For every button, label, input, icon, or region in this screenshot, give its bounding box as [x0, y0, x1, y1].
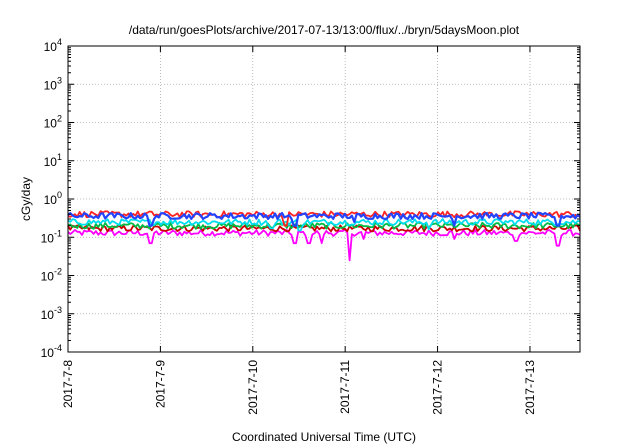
- series-line-2: [67, 224, 581, 233]
- y-tick-label: 100: [44, 190, 62, 207]
- x-tick-label: 2017-7-12: [431, 360, 445, 415]
- x-tick-label: 2017-7-13: [523, 360, 537, 415]
- grid: [68, 46, 580, 352]
- x-axis: 2017-7-8 2017-7-9 2017-7-10 2017-7-11 2017-7…: [61, 46, 537, 415]
- y-tick-exponent: 1: [57, 152, 62, 162]
- x-tick-label: 2017-7-10: [246, 360, 260, 415]
- y-tick-exponent: -3: [54, 305, 62, 315]
- y-tick-label: 10-3: [41, 305, 62, 322]
- x-tick-label: 2017-7-8: [61, 360, 75, 408]
- x-axis-label: Coordinated Universal Time (UTC): [232, 430, 416, 444]
- y-tick-label: 103: [44, 75, 62, 92]
- x-tick-label: 2017-7-9: [153, 360, 167, 408]
- series-line-6: [67, 211, 581, 227]
- y-tick-label: 10-2: [41, 267, 62, 284]
- y-axis-label: cGy/day: [19, 177, 33, 221]
- chart-title: /data/run/goesPlots/archive/2017-07-13/1…: [129, 23, 520, 37]
- series-group: [67, 210, 581, 262]
- y-tick-exponent: -2: [54, 267, 62, 277]
- y-tick-label: 101: [44, 152, 62, 169]
- y-tick-label: 104: [44, 37, 62, 54]
- y-tick-exponent: 4: [57, 37, 62, 47]
- y-tick-exponent: 0: [57, 190, 62, 200]
- y-tick-label: 10-1: [41, 228, 62, 245]
- y-tick-label: 10-4: [41, 343, 62, 360]
- y-tick-exponent: 2: [57, 114, 62, 124]
- y-tick-label: 102: [44, 114, 62, 131]
- y-tick-exponent: -4: [54, 343, 62, 353]
- series-line-1: [67, 228, 581, 262]
- x-tick-label: 2017-7-11: [338, 360, 352, 414]
- y-tick-exponent: -1: [54, 228, 62, 238]
- y-tick-exponent: 3: [57, 75, 62, 85]
- series-line-4: [67, 218, 581, 232]
